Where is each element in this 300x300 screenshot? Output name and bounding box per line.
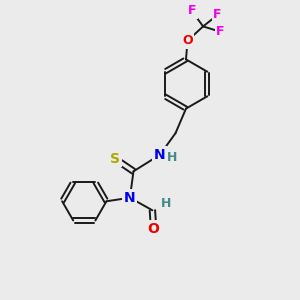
Text: N: N — [124, 191, 136, 205]
Text: H: H — [160, 197, 171, 210]
Text: N: N — [154, 148, 166, 162]
Text: O: O — [148, 222, 160, 236]
Text: F: F — [216, 25, 225, 38]
Text: O: O — [182, 34, 193, 47]
Text: F: F — [213, 8, 222, 22]
Text: F: F — [188, 4, 196, 17]
Text: S: S — [110, 152, 120, 166]
Text: H: H — [167, 151, 178, 164]
